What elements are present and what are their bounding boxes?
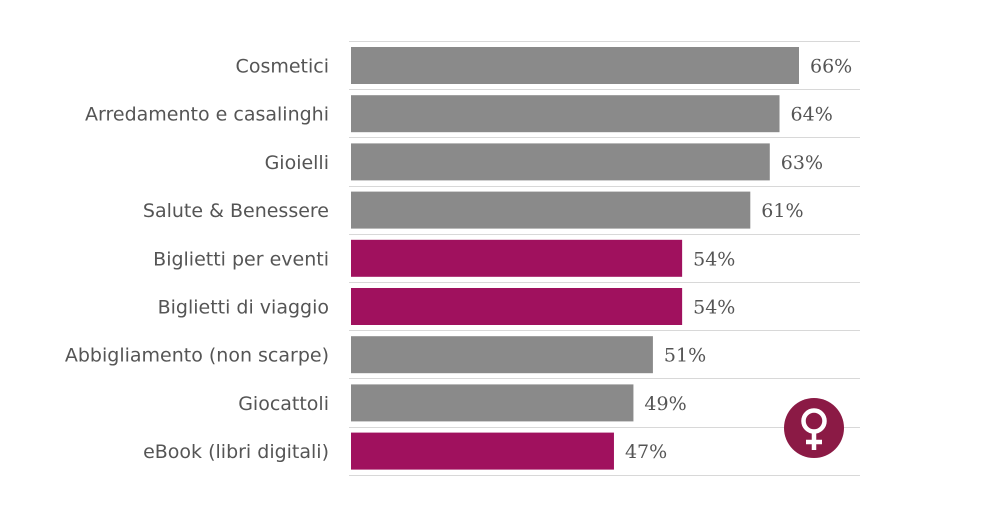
category-label: Salute & Benessere bbox=[143, 200, 329, 222]
category-labels: Cosmetici Arredamento e casalinghi Gioiell… bbox=[65, 56, 329, 464]
bar bbox=[351, 95, 780, 133]
value-label: 51% bbox=[664, 345, 706, 367]
category-label: Giocattoli bbox=[238, 393, 329, 415]
category-label: Arredamento e casalinghi bbox=[85, 104, 329, 126]
category-label: eBook (libri digitali) bbox=[143, 441, 329, 463]
category-label: Biglietti per eventi bbox=[153, 248, 329, 270]
value-label: 66% bbox=[810, 56, 852, 78]
bar bbox=[351, 288, 683, 325]
bar bbox=[351, 239, 683, 277]
category-label: Cosmetici bbox=[236, 56, 329, 78]
value-label: 54% bbox=[693, 248, 735, 270]
value-label: 64% bbox=[791, 104, 833, 126]
value-labels: 66% 64% 63% 61% 54% 54% 51% 49% 47% bbox=[625, 56, 852, 464]
value-label: 61% bbox=[761, 200, 803, 222]
bar bbox=[351, 191, 751, 229]
category-label: Gioielli bbox=[265, 152, 329, 174]
category-label: Biglietti di viaggio bbox=[158, 297, 329, 319]
value-label: 49% bbox=[644, 393, 686, 415]
bar bbox=[351, 143, 770, 181]
value-label: 63% bbox=[781, 152, 823, 174]
female-symbol-icon bbox=[784, 398, 844, 458]
bar bbox=[351, 336, 653, 374]
bar bbox=[351, 384, 634, 422]
value-label: 47% bbox=[625, 441, 667, 463]
bar bbox=[351, 432, 614, 470]
bars bbox=[351, 47, 799, 470]
category-label: Abbigliamento (non scarpe) bbox=[65, 345, 329, 367]
grid-lines bbox=[349, 41, 860, 476]
bar bbox=[351, 47, 799, 84]
value-label: 54% bbox=[693, 297, 735, 319]
